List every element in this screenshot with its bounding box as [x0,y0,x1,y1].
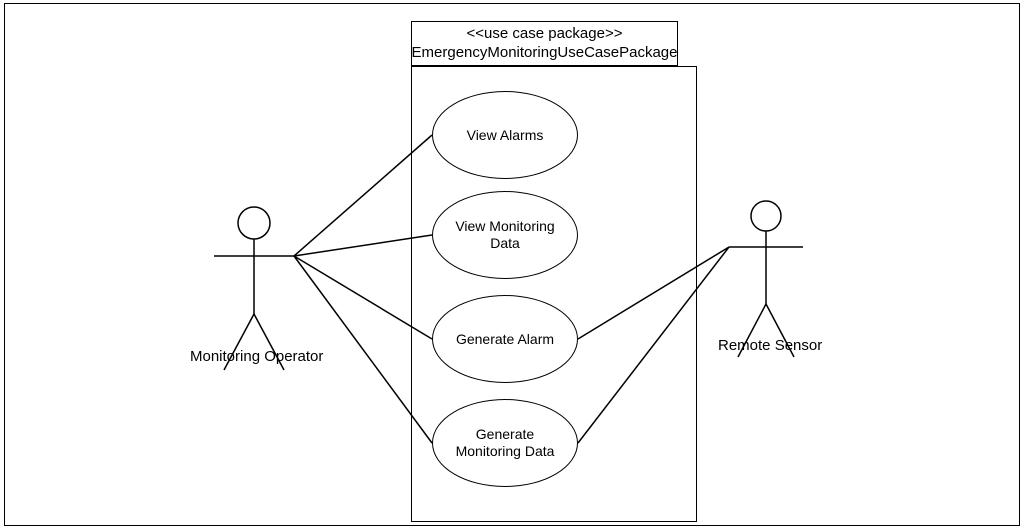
usecase-view-monitoring-data: View MonitoringData [432,191,578,279]
actor-label-sensor: Remote Sensor [718,337,822,354]
package-tab: <<use case package>> EmergencyMonitoring… [411,21,678,66]
usecase-label: Generate Alarm [456,331,554,348]
diagram-canvas: <<use case package>> EmergencyMonitoring… [0,0,1024,530]
package-name: EmergencyMonitoringUseCasePackage [412,44,678,63]
actor-label-operator: Monitoring Operator [190,348,323,365]
usecase-label: View MonitoringData [455,218,554,252]
usecase-label: GenerateMonitoring Data [456,426,555,460]
package-stereotype: <<use case package>> [467,25,623,44]
usecase-label: View Alarms [467,127,544,144]
usecase-view-alarms: View Alarms [432,91,578,179]
usecase-generate-monitoring-data: GenerateMonitoring Data [432,399,578,487]
usecase-generate-alarm: Generate Alarm [432,295,578,383]
